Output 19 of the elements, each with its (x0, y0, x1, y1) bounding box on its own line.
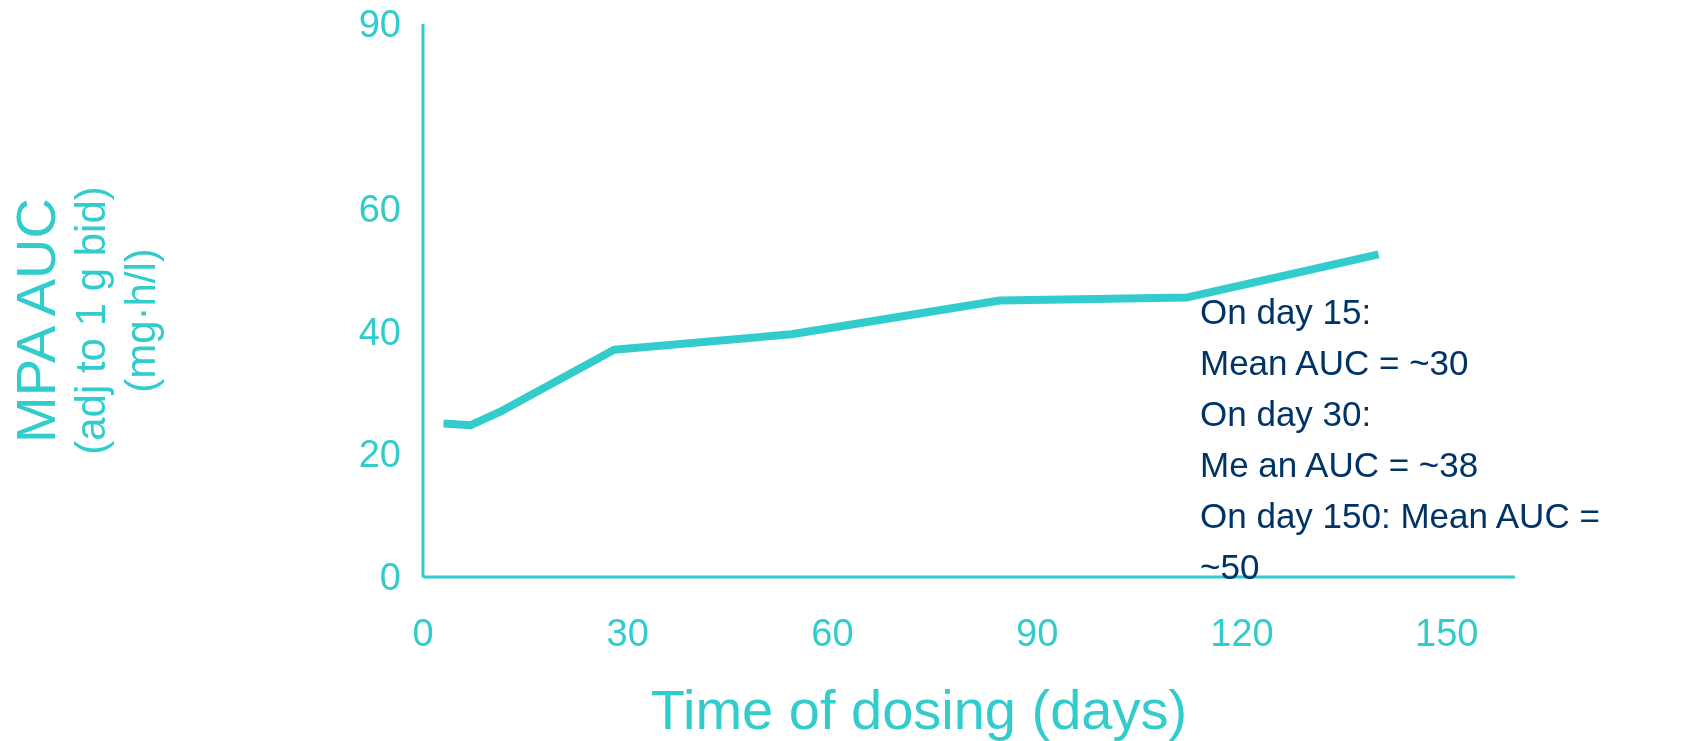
x-tick-label: 120 (1210, 612, 1274, 655)
y-tick-label: 90 (358, 3, 401, 46)
x-tick-label: 0 (412, 612, 434, 655)
annotation: Me an AUC = ~38 (1200, 445, 1479, 484)
x-axis-title: Time of dosing (days) (650, 678, 1188, 741)
annotation: On day 30: (1200, 394, 1372, 433)
x-tick-label: 150 (1415, 612, 1479, 655)
y-tick-label: 40 (358, 310, 401, 353)
y-tick-label: 60 (358, 187, 401, 230)
y-tick-label: 0 (379, 556, 401, 599)
x-tick-label: 90 (1016, 612, 1059, 655)
x-tick-label: 60 (811, 612, 854, 655)
annotation: On day 150: Mean AUC = (1200, 496, 1600, 535)
annotation: Mean AUC = ~30 (1200, 343, 1469, 382)
annotation: On day 15: (1200, 292, 1372, 331)
annotation: ~50 (1200, 547, 1260, 586)
x-tick-label: 30 (606, 612, 649, 655)
y-axis-title: MPA AUC (adj to 1 g bid) (mg·h/l) (4, 186, 164, 455)
y-tick-label: 20 (358, 433, 401, 476)
